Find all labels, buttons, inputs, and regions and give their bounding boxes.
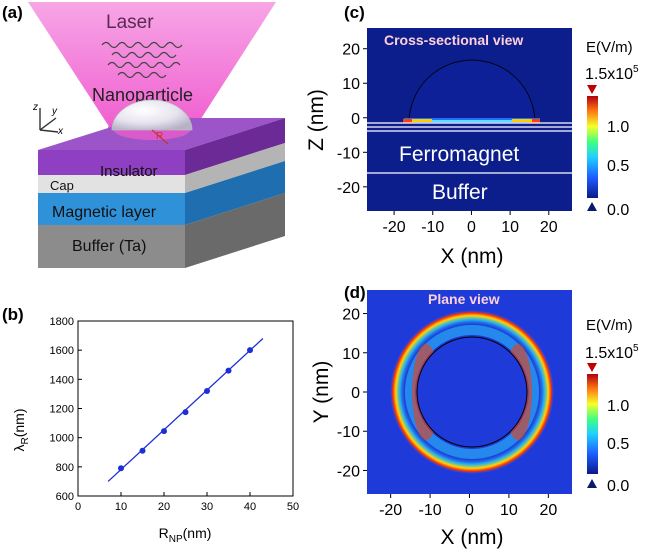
x-tick-label: 20: [540, 219, 558, 236]
data-point: [225, 367, 232, 374]
axes-c: -20 -10 0 10 20 20 10 0 -10 -20: [337, 42, 558, 236]
x-tick-label: 0: [75, 501, 81, 513]
x-tick-label: 50: [287, 501, 299, 513]
panel-d: (d) Plane view -20 -10 0 10 20 20 10 0 -10 -20 X …: [310, 283, 639, 549]
layer-label-buffer: Buffer (Ta): [72, 238, 146, 255]
colorbar-c-tick: 1.0: [607, 119, 629, 136]
data-point: [247, 347, 253, 354]
cap-side: [185, 143, 285, 193]
x-tick-label: 0: [465, 502, 474, 519]
x-tick-label: 10: [500, 502, 518, 519]
layer-ferromagnet-label: Ferromagnet: [399, 143, 519, 166]
y-tick-label: -20: [337, 463, 360, 480]
data-point: [118, 465, 124, 472]
y-tick-label: 1400: [50, 374, 74, 386]
particle-outline-d: [416, 336, 528, 448]
laser-label: Laser: [106, 12, 154, 33]
chart-b-ylabel: λR(nm): [11, 408, 31, 451]
x-tick-label: 20: [539, 502, 557, 519]
panel-d-xlabel: X (nm): [441, 526, 504, 549]
chart-b: 0 10 20 30 40 50 600 800 1000 1200 1400 1600 1800: [50, 316, 300, 513]
x-tick-label: 40: [244, 501, 256, 513]
panel-c-xlabel: X (nm): [441, 245, 504, 268]
wave-icon: [101, 41, 183, 79]
layer-buffer-label: Buffer: [432, 181, 488, 204]
axis-y-label: y: [51, 106, 58, 117]
x-tick-label: 20: [158, 501, 170, 513]
layer-label-insulator: Insulator: [100, 163, 158, 180]
magnetic-front: [38, 193, 185, 225]
y-tick-label: -20: [337, 180, 360, 197]
panel-c: (c) Cross-sectional view Ferromagnet Buf…: [305, 3, 639, 268]
x-tick-label: 10: [501, 219, 519, 236]
colorbar-c-tick: 0.0: [607, 202, 629, 219]
y-tick-label: 0: [351, 385, 360, 402]
colorbar-c-tick: 0.5: [607, 158, 629, 175]
x-tick-label: -10: [421, 219, 444, 236]
laser-cone: [28, 2, 276, 128]
buffer-front: [38, 225, 185, 268]
panel-d-ylabel: Y (nm): [310, 361, 333, 424]
y-tick-label: -10: [337, 424, 360, 441]
colorbar-c-max: 1.5x105: [585, 64, 639, 83]
data-point: [204, 388, 210, 394]
nanoparticle-label: Nanoparticle: [92, 85, 193, 105]
nanoparticle-icon: [111, 99, 193, 131]
y-tick-label: 20: [342, 307, 360, 324]
panel-c-title: Cross-sectional view: [384, 32, 523, 48]
y-tick-label: 1000: [50, 433, 74, 445]
x-tick-label: -10: [419, 502, 442, 519]
panel-b: (b) 0 10 20 30 40 50 600 800 1000 1200 1400 1600 180…: [2, 305, 299, 545]
axis-z-label: z: [32, 102, 38, 113]
y-tick-label: 20: [342, 42, 360, 59]
y-tick-label: 1800: [50, 316, 74, 328]
x-tick-label: 0: [467, 219, 476, 236]
y-tick-label: 1600: [50, 345, 74, 357]
buffer-side: [185, 193, 285, 268]
axis-x-label: x: [57, 126, 64, 137]
y-tick-label: 10: [342, 76, 360, 93]
colorbar-d-max: 1.5x105: [585, 343, 639, 362]
x-tick-label: -20: [383, 219, 406, 236]
cap-front: [38, 175, 185, 193]
colorbar-c-title: E(V/m): [586, 39, 633, 56]
chart-b-frame: [77, 320, 294, 497]
x-tick-label: 10: [115, 501, 127, 513]
panel-d-tag: (d): [344, 283, 366, 302]
y-tick-label: 600: [56, 491, 74, 503]
panel-a: (a) Laser Nanoparticle z y x: [2, 2, 285, 268]
hemisphere-outline: [408, 59, 536, 124]
y-tick-label: 10: [342, 346, 360, 363]
panel-d-title: Plane view: [428, 291, 500, 307]
radius-label: R: [156, 131, 163, 142]
colorbar-d-title: E(V/m): [586, 317, 633, 334]
colorbar-d-tick: 0.5: [607, 436, 629, 453]
insulator-side: [185, 118, 285, 175]
colorbar-d-tick: 0.0: [607, 478, 629, 495]
y-tick-label: -10: [337, 145, 360, 162]
layer-label-magnetic: Magnetic layer: [52, 204, 157, 221]
insulator-front: [38, 150, 185, 175]
data-point: [139, 447, 146, 454]
axes-d: -20 -10 0 10 20 20 10 0 -10 -20: [337, 307, 557, 519]
panel-c-tag: (c): [344, 3, 365, 22]
x-tick-label: 30: [201, 501, 213, 513]
colorbar-c: [587, 96, 598, 198]
data-point: [161, 428, 167, 435]
colorbar-d-tick: 1.0: [607, 398, 629, 415]
layer-label-cap: Cap: [50, 178, 74, 193]
y-tick-label: 800: [56, 462, 74, 474]
colorbar-d: [587, 374, 598, 474]
panel-a-tag: (a): [2, 3, 23, 22]
chart-b-xlabel: RNP(nm): [159, 525, 212, 545]
y-tick-label: 0: [351, 111, 360, 128]
panel-c-ylabel: Z (nm): [305, 89, 328, 151]
y-tick-label: 1200: [50, 404, 74, 416]
data-point: [182, 409, 189, 416]
axes-icon: [39, 108, 59, 133]
x-tick-label: -20: [379, 502, 402, 519]
magnetic-side: [185, 161, 285, 225]
panel-b-tag: (b): [2, 305, 24, 324]
